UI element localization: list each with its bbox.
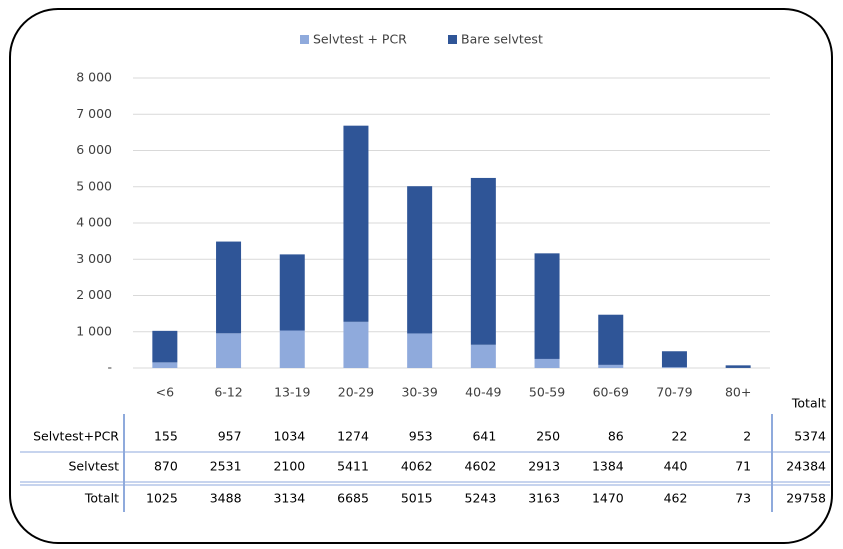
row-label: Totalt: [84, 491, 119, 506]
table-cell: 1384: [592, 459, 624, 474]
bar: [598, 364, 624, 368]
y-tick-label: 4 000: [76, 215, 112, 230]
table-cell: 250: [536, 429, 560, 444]
bar: [343, 125, 369, 322]
x-tick-label: 30-39: [401, 385, 437, 400]
y-tick-label: 8 000: [76, 70, 112, 85]
legend-label: Selvtest + PCR: [313, 32, 407, 47]
legend-swatch: [448, 35, 457, 44]
y-tick-label: 3 000: [76, 251, 112, 266]
table-total: 24384: [786, 459, 826, 474]
bar: [216, 333, 242, 368]
table-cell: 870: [154, 459, 178, 474]
table-total: 29758: [786, 491, 826, 506]
table-cell: 462: [664, 491, 688, 506]
table-cell: 1274: [337, 429, 369, 444]
x-tick-label: 13-19: [274, 385, 310, 400]
bar: [534, 253, 560, 359]
row-label: Selvtest+PCR: [33, 429, 119, 444]
table-total: 5374: [794, 429, 826, 444]
table-cell: 953: [409, 429, 433, 444]
table-cell: 1034: [273, 429, 305, 444]
table-cell: 6685: [337, 491, 369, 506]
bar: [470, 177, 496, 345]
table-cell: 155: [154, 429, 178, 444]
x-tick-label: 80+: [725, 385, 751, 400]
table-cell: 2531: [210, 459, 242, 474]
x-tick-label: 50-59: [529, 385, 565, 400]
bar: [470, 344, 496, 368]
table-cell: 2100: [273, 459, 305, 474]
table-cell: 22: [672, 429, 688, 444]
table-cell: 5015: [401, 491, 433, 506]
table-cell: 1470: [592, 491, 624, 506]
table-cell: 2913: [528, 459, 560, 474]
bar: [725, 365, 751, 368]
table-cell: 3163: [528, 491, 560, 506]
bar: [407, 333, 433, 368]
table-cell: 1025: [146, 491, 178, 506]
y-tick-label: 2 000: [76, 287, 112, 302]
table-cell: 3488: [210, 491, 242, 506]
legend-swatch: [300, 35, 309, 44]
table-cell: 440: [664, 459, 688, 474]
table-cell: 4602: [465, 459, 497, 474]
bar: [279, 330, 305, 368]
bar: [598, 314, 624, 365]
x-tick-label: 40-49: [465, 385, 501, 400]
x-tick-label: 70-79: [656, 385, 692, 400]
table-cell: 641: [472, 429, 496, 444]
table-cell: 957: [218, 429, 242, 444]
row-label: Selvtest: [68, 459, 119, 474]
table-header: Totalt: [791, 396, 826, 411]
table-cell: 5411: [337, 459, 369, 474]
table-cell: 2: [743, 429, 751, 444]
x-tick-label: 20-29: [338, 385, 374, 400]
table-cell: 73: [735, 491, 751, 506]
y-tick-label: -: [107, 360, 112, 375]
table-cell: 71: [735, 459, 751, 474]
bar: [661, 351, 687, 368]
y-tick-label: 7 000: [76, 106, 112, 121]
table-cell: 86: [608, 429, 624, 444]
bar: [343, 321, 369, 368]
bar: [534, 358, 560, 368]
table-cell: 5243: [465, 491, 497, 506]
x-tick-label: 6-12: [214, 385, 242, 400]
y-tick-label: 1 000: [76, 323, 112, 338]
x-tick-label: <6: [156, 385, 174, 400]
y-tick-label: 6 000: [76, 142, 112, 157]
bar: [216, 241, 242, 334]
x-tick-label: 60-69: [593, 385, 629, 400]
legend-label: Bare selvtest: [461, 32, 543, 47]
bar: [152, 330, 178, 363]
table-cell: 4062: [401, 459, 433, 474]
y-tick-label: 5 000: [76, 178, 112, 193]
bar: [279, 254, 305, 331]
table-cell: 3134: [273, 491, 305, 506]
bar: [661, 367, 687, 368]
bar: [407, 186, 433, 334]
bar: [152, 362, 178, 368]
